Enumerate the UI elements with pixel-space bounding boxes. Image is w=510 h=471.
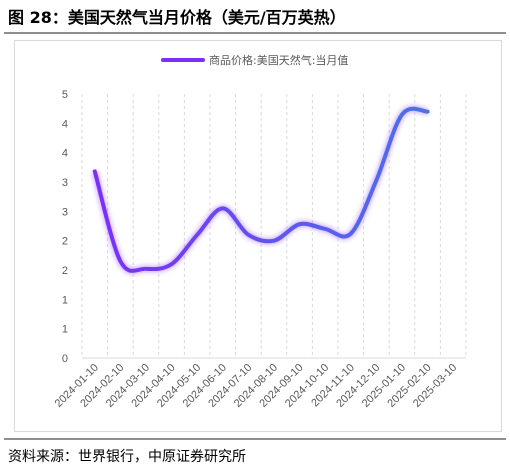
y-tick-label: 3: [62, 177, 68, 189]
y-tick-label: 1: [62, 294, 68, 306]
source-note: 资料来源：世界银行，中原证券研究所: [8, 449, 246, 465]
bottom-rule: [4, 438, 506, 440]
y-tick-label: 2: [62, 265, 68, 277]
y-tick-label: 5: [62, 89, 68, 101]
y-tick-label: 0: [62, 353, 68, 365]
y-tick-labels: 0 1 1 2 2 3 3 4 4 5: [62, 89, 68, 365]
figure-title: 图 28：美国天然气当月价格（美元/百万英热）: [8, 8, 346, 27]
top-rule: [4, 32, 506, 34]
series-lines: [91, 105, 430, 275]
y-tick-label: 1: [62, 324, 68, 336]
grid-lines: [81, 94, 467, 358]
y-tick-label: 3: [62, 206, 68, 218]
legend: 商品价格:美国天然气:当月值: [161, 53, 348, 67]
x-tick-labels: 2024-01-102024-02-102024-03-102024-04-10…: [53, 362, 460, 410]
line-chart: 0 1 1 2 2 3 3 4 4 5 2024-01-102024-02-102024-03-1…: [53, 53, 467, 410]
y-tick-label: 4: [62, 148, 68, 160]
y-tick-label: 4: [62, 118, 68, 130]
legend-label: 商品价格:美国天然气:当月值: [209, 53, 348, 67]
chart-frame: [14, 40, 502, 432]
series-line: [92, 106, 430, 273]
y-tick-label: 2: [62, 236, 68, 248]
